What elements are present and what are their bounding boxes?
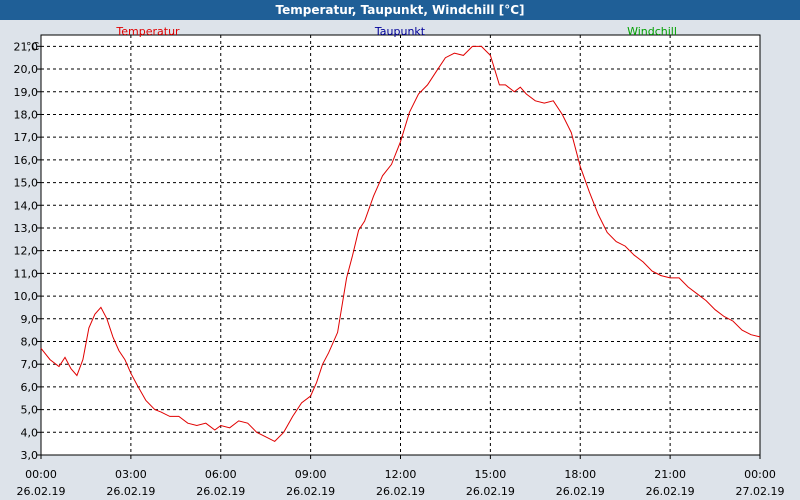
x-tick-time-label: 12:00 [385,468,417,481]
y-tick-label: 9,0 [21,313,39,326]
y-tick-label: 13,0 [14,222,39,235]
legend: Temperatur Taupunkt Windchill [115,25,677,38]
y-tick-label: 10,0 [14,290,39,303]
x-tick-date-label: 26.02.19 [646,485,695,498]
y-tick-label: 19,0 [14,86,39,99]
y-tick-label: 3,0 [21,449,39,462]
x-tick-time-label: 00:00 [744,468,776,481]
y-tick-label: 7,0 [21,358,39,371]
x-tick-date-label: 26.02.19 [376,485,425,498]
x-tick-time-label: 03:00 [115,468,147,481]
legend-item: Taupunkt [374,25,426,38]
x-tick-time-label: 00:00 [25,468,57,481]
y-tick-label: 4,0 [21,426,39,439]
y-tick-label: 16,0 [14,154,39,167]
y-tick-label: 11,0 [14,267,39,280]
y-tick-label: 15,0 [14,177,39,190]
y-axis-unit-label: °C [26,40,40,53]
x-tick-date-label: 26.02.19 [17,485,66,498]
y-tick-label: 8,0 [21,335,39,348]
y-tick-label: 5,0 [21,404,39,417]
x-tick-date-label: 26.02.19 [466,485,515,498]
y-axis-ticks: 3,0 4,0 5,0 6,0 7,0 8,0 9,0 10,0 11,0 12,0 13,0 14,… [14,40,41,462]
temperature-chart: 3,0 4,0 5,0 6,0 7,0 8,0 9,0 10,0 11,0 12,0 13,0 14,… [14,25,785,498]
x-tick-date-label: 26.02.19 [556,485,605,498]
x-tick-date-label: 26.02.19 [106,485,155,498]
y-tick-label: 20,0 [14,63,39,76]
y-tick-label: 21,0 [14,40,39,53]
x-tick-date-label: 26.02.19 [286,485,335,498]
y-tick-label: 12,0 [14,245,39,258]
legend-item: Windchill [627,25,677,38]
x-tick-time-label: 06:00 [205,468,237,481]
y-tick-label: 17,0 [14,131,39,144]
grid-lines [41,35,760,456]
x-tick-date-label: 26.02.19 [196,485,245,498]
x-tick-time-label: 21:00 [654,468,686,481]
x-tick-time-label: 09:00 [295,468,327,481]
y-tick-label: 6,0 [21,381,39,394]
series-lines [40,45,761,443]
x-tick-time-label: 18:00 [564,468,596,481]
y-tick-label: 14,0 [14,199,39,212]
x-tick-date-label: 27.02.19 [736,485,785,498]
series-line-temperatur [40,45,761,443]
legend-item: Temperatur [115,25,180,38]
x-tick-time-label: 15:00 [475,468,507,481]
y-tick-label: 18,0 [14,108,39,121]
window-title: Temperatur, Taupunkt, Windchill [°C] [0,0,800,20]
x-axis-ticks: 00:00 26.02.19 03:00 26.02.19 06:00 26.02.19 0… [17,455,785,498]
